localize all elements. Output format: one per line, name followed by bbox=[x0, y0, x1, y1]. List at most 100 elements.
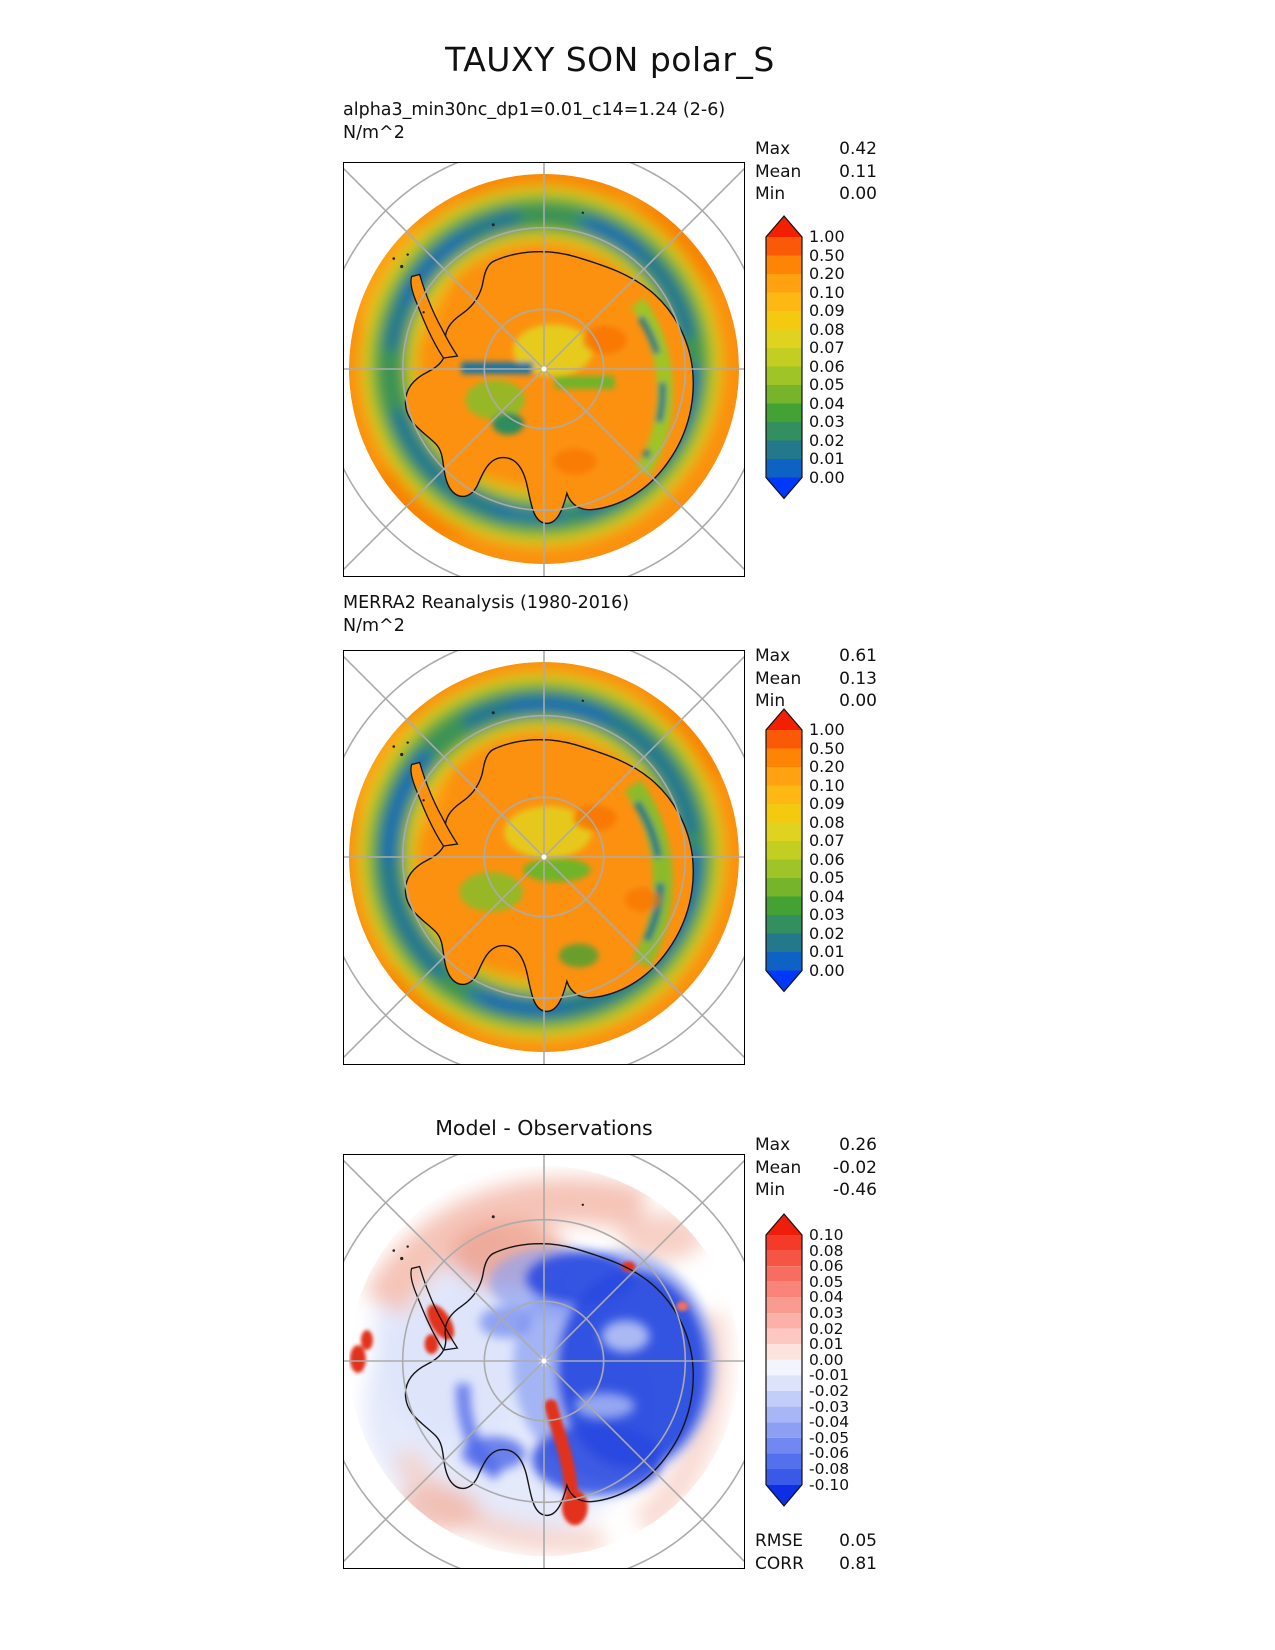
stat-row: Max 0.26 bbox=[755, 1135, 877, 1156]
stat-value: 0.11 bbox=[839, 161, 877, 182]
map-merra2-svg bbox=[344, 651, 744, 1064]
colorbar-tick: 0.10 bbox=[809, 1226, 844, 1244]
stat-label: Max bbox=[755, 646, 791, 666]
colorbar-cell bbox=[766, 1359, 802, 1376]
colorbar-cell bbox=[766, 822, 802, 841]
stat-label: Min bbox=[755, 1180, 786, 1200]
metric-row: CORR 0.81 bbox=[755, 1554, 877, 1575]
colorbar-tick: 0.05 bbox=[809, 868, 845, 887]
graticule bbox=[344, 651, 744, 1064]
colorbar-cell bbox=[766, 440, 802, 459]
colorbar-cell bbox=[766, 348, 802, 367]
panel1-stats: Max 0.42 Mean 0.11 Min 0.00 bbox=[755, 139, 877, 207]
colorbar-cell bbox=[766, 255, 802, 274]
colorbar-under-arrow bbox=[766, 1484, 802, 1506]
colorbar-over-arrow bbox=[766, 1214, 802, 1235]
colorbar-cell bbox=[766, 1469, 802, 1485]
colorbar-tick: 0.05 bbox=[809, 375, 845, 394]
panel2-stats: Max 0.61 Mean 0.13 Min 0.00 bbox=[755, 646, 877, 714]
panel3-stats: Max 0.26 Mean -0.02 Min -0.46 bbox=[755, 1135, 877, 1203]
metric-label: CORR bbox=[755, 1553, 804, 1574]
colorbar-tick: 0.06 bbox=[809, 849, 845, 869]
colorbar-tick: -0.10 bbox=[809, 1475, 850, 1494]
colorbar-tick: 0.06 bbox=[809, 356, 845, 376]
colorbar-outline bbox=[765, 708, 803, 993]
colorbar-tick: -0.01 bbox=[809, 1366, 850, 1385]
colorbar-cell bbox=[766, 952, 802, 971]
map-model-svg bbox=[344, 163, 744, 576]
colorbar-tick: -0.08 bbox=[809, 1460, 850, 1478]
positive-bias-spots bbox=[349, 1261, 689, 1526]
colorbar-tick: 0.09 bbox=[809, 301, 845, 320]
colorbar-cell bbox=[766, 366, 802, 385]
colorbar-tick: 0.10 bbox=[809, 775, 845, 795]
colorbar-tick: 0.03 bbox=[809, 905, 845, 924]
colorbar-tick: 0.08 bbox=[809, 812, 845, 832]
colorbar-tick: 0.02 bbox=[809, 430, 845, 450]
stat-label: Mean bbox=[755, 1157, 802, 1178]
pole-dot bbox=[541, 1358, 547, 1364]
colorbar-tick: 0.09 bbox=[809, 794, 845, 813]
colorbar-cell bbox=[766, 1266, 802, 1282]
colorbar-tick: 0.07 bbox=[809, 831, 845, 850]
colorbar-tick: 0.04 bbox=[809, 393, 845, 413]
colorbar-cell bbox=[766, 1313, 802, 1329]
colorbar-tick: 0.03 bbox=[809, 1304, 844, 1322]
colorbar-cell bbox=[766, 915, 802, 934]
colorbar-cell bbox=[766, 859, 802, 878]
colorbar-cell bbox=[766, 767, 802, 786]
colorbar-cell bbox=[766, 385, 802, 404]
colorbar-tick: 0.01 bbox=[809, 1335, 844, 1354]
stat-row: Mean -0.02 bbox=[755, 1158, 877, 1179]
map-merra2 bbox=[343, 650, 745, 1065]
colorbar-tick: 0.05 bbox=[809, 1272, 844, 1291]
colorbar-tick: 0.03 bbox=[809, 412, 845, 431]
stat-row: Min 0.00 bbox=[755, 691, 877, 712]
colorbar-cell bbox=[766, 1375, 802, 1391]
stat-row: Min 0.00 bbox=[755, 184, 877, 205]
colorbar-cell bbox=[766, 1391, 802, 1407]
colorbar-cell bbox=[766, 841, 802, 860]
colorbar-tick: 0.04 bbox=[809, 886, 845, 906]
colorbar-tick: 0.50 bbox=[809, 245, 845, 265]
colorbar-cell bbox=[766, 311, 802, 330]
colorbar-cell bbox=[766, 1235, 802, 1251]
colorbar-tick: 0.00 bbox=[809, 960, 845, 980]
colorbar-cell bbox=[766, 933, 802, 952]
colorbar-tick: 0.06 bbox=[809, 1257, 844, 1276]
colorbar-tick: 0.50 bbox=[809, 738, 845, 758]
colorbar-tick: -0.06 bbox=[809, 1444, 850, 1463]
stat-label: Min bbox=[755, 184, 786, 204]
colorbar-cell bbox=[766, 1328, 802, 1345]
graticule bbox=[344, 163, 744, 576]
colorbar-cell bbox=[766, 748, 802, 767]
colorbar-diff bbox=[765, 1213, 803, 1507]
colorbar-tick: 0.20 bbox=[809, 264, 845, 283]
colorbar-tick: 0.10 bbox=[809, 282, 845, 302]
panel3-metrics: RMSE 0.05 CORR 0.81 bbox=[755, 1531, 877, 1576]
colorbar-tick: 0.01 bbox=[809, 942, 845, 961]
colorbar-under-arrow bbox=[766, 970, 802, 992]
colorbar-tick: 0.01 bbox=[809, 449, 845, 468]
colorbar-cell bbox=[766, 274, 802, 293]
panel3-title: Model - Observations bbox=[435, 1116, 653, 1140]
stat-value: -0.46 bbox=[833, 1180, 877, 1200]
colorbar-cell bbox=[766, 422, 802, 441]
metric-row: RMSE 0.05 bbox=[755, 1531, 877, 1552]
colorbar-tick: 0.08 bbox=[809, 1241, 844, 1260]
stat-value: -0.02 bbox=[833, 1157, 877, 1178]
colorbar-tick: -0.04 bbox=[809, 1413, 850, 1432]
stat-row: Max 0.42 bbox=[755, 139, 877, 160]
colorbar-cell bbox=[766, 1344, 802, 1360]
stat-value: 0.00 bbox=[839, 184, 877, 204]
colorbar-tick: 0.00 bbox=[809, 1350, 844, 1369]
stat-label: Min bbox=[755, 691, 786, 711]
stat-label: Mean bbox=[755, 161, 802, 182]
colorbar-tick: 1.00 bbox=[809, 720, 845, 739]
colorbar-cell bbox=[766, 1453, 802, 1469]
stat-label: Max bbox=[755, 1135, 791, 1155]
colorbar-tick: 0.02 bbox=[809, 1319, 844, 1338]
colorbar-cell bbox=[766, 237, 802, 256]
colorbar-cell bbox=[766, 1250, 802, 1267]
panel1-units-label: N/m^2 bbox=[343, 123, 405, 143]
